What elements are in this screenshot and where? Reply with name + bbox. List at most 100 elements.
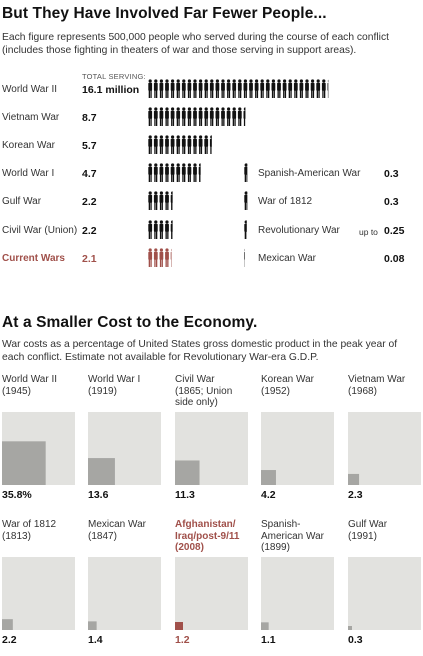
conflict-label: World War II (1945) — [2, 374, 74, 397]
soldier-icon — [165, 248, 169, 267]
serving-value: 0.25 — [384, 225, 405, 237]
soldier-icon — [293, 79, 298, 98]
war-label: Mexican War — [258, 253, 316, 264]
soldier-icon — [198, 107, 203, 126]
soldier-icon — [159, 248, 164, 267]
gdp-square-background — [348, 557, 421, 630]
value-prefix: up to — [359, 227, 378, 237]
soldier-icon — [170, 163, 175, 182]
conflict-label: Afghanistan/ Iraq/post-9/11 (2008) — [175, 519, 243, 554]
soldier-icon — [148, 135, 153, 154]
cost-chart-subtitle: War costs as a percentage of United Stat… — [2, 339, 398, 363]
soldier-icon — [170, 79, 175, 98]
soldier-icon — [244, 220, 247, 239]
gdp-value: 1.4 — [88, 634, 103, 646]
soldier-icon — [244, 249, 245, 267]
soldier-icon — [226, 79, 231, 98]
war-label: Revolutionary War — [258, 225, 340, 236]
soldier-icon — [244, 163, 248, 182]
conflict-year: (2008) — [175, 542, 204, 553]
war-label: Current Wars — [2, 253, 65, 264]
soldier-icon — [159, 107, 164, 126]
soldier-icon — [159, 191, 164, 210]
soldier-icon — [148, 220, 153, 239]
soldier-icon — [153, 248, 158, 267]
soldier-icon — [159, 79, 164, 98]
soldier-icon — [165, 191, 169, 210]
gdp-value: 1.2 — [175, 634, 190, 646]
soldier-icon — [260, 79, 265, 98]
conflict-year: (1991) — [348, 530, 377, 542]
soldier-icon — [282, 79, 287, 98]
conflict-year: (1968) — [348, 385, 377, 397]
soldier-icon — [305, 79, 309, 98]
soldier-icon — [153, 107, 158, 126]
soldier-icon — [181, 107, 186, 126]
conflict-year: (1813) — [2, 530, 31, 542]
people-chart-subtitle: Each figure represents 500,000 people wh… — [2, 32, 389, 56]
conflict-label: War of 1812 (1813) — [2, 519, 74, 542]
soldier-icon — [321, 79, 326, 98]
gdp-share-fill — [348, 626, 352, 630]
conflict-year: (1945) — [2, 385, 31, 397]
war-label: Civil War (Union) — [2, 225, 78, 236]
gdp-value: 4.2 — [261, 489, 276, 501]
soldier-icon — [271, 79, 276, 98]
serving-value: 2.2 — [82, 196, 97, 208]
conflict-label: Civil War (1865; Union side only) — [175, 374, 243, 409]
soldier-icon — [148, 248, 153, 267]
gdp-value: 13.6 — [88, 489, 109, 501]
soldier-icon — [148, 191, 153, 210]
gdp-value: 1.1 — [261, 634, 276, 646]
people-chart-title: But They Have Involved Far Fewer People.… — [2, 5, 327, 22]
soldier-icon — [198, 135, 203, 154]
soldier-icon — [165, 135, 169, 154]
conflict-name: Gulf War — [348, 519, 388, 530]
soldier-icon — [288, 79, 293, 98]
serving-value: 2.1 — [82, 253, 97, 265]
soldier-icon — [181, 79, 186, 98]
soldier-icon — [187, 163, 192, 182]
soldier-icon — [148, 79, 153, 98]
gdp-value: 0.3 — [348, 634, 363, 646]
gdp-value: 11.3 — [175, 489, 195, 501]
war-label: War of 1812 — [258, 196, 313, 207]
conflict-label: Spanish-American War (1899) — [261, 519, 329, 554]
conflict-year: (1899) — [261, 542, 290, 553]
gdp-share-fill — [88, 458, 115, 485]
serving-value: 16.1 million — [82, 84, 140, 96]
soldier-icon — [181, 135, 186, 154]
soldier-icon — [221, 107, 225, 126]
soldier-icon — [176, 163, 181, 182]
soldier-icon — [159, 135, 164, 154]
war-label: Vietnam War — [2, 112, 60, 123]
soldier-icon — [215, 107, 220, 126]
soldier-icon — [193, 79, 197, 98]
gdp-share-fill — [2, 441, 46, 485]
serving-value: 0.3 — [384, 168, 399, 180]
soldier-icon — [204, 79, 209, 98]
conflict-label: Vietnam War (1968) — [348, 374, 420, 397]
soldier-icon — [176, 79, 181, 98]
soldier-icon — [198, 79, 203, 98]
gdp-share-fill — [2, 619, 13, 630]
gdp-square-background — [2, 557, 75, 630]
soldier-icon — [265, 79, 270, 98]
soldier-icon — [215, 79, 220, 98]
serving-value: 4.7 — [82, 168, 97, 180]
soldier-icon — [187, 79, 192, 98]
soldier-icon — [299, 79, 304, 98]
conflict-year: (1847) — [88, 530, 117, 542]
soldier-icon — [209, 135, 212, 154]
cost-chart-title: At a Smaller Cost to the Economy. — [2, 314, 258, 331]
soldier-icon — [244, 191, 248, 210]
gdp-square-background — [261, 557, 334, 630]
soldier-icon — [310, 79, 315, 98]
soldier-icon — [165, 79, 169, 98]
gdp-share-fill — [348, 473, 360, 485]
soldier-icon — [187, 107, 192, 126]
soldier-icon — [176, 107, 181, 126]
conflict-name: Korean War — [261, 374, 314, 385]
conflict-name: World War II — [2, 374, 58, 385]
